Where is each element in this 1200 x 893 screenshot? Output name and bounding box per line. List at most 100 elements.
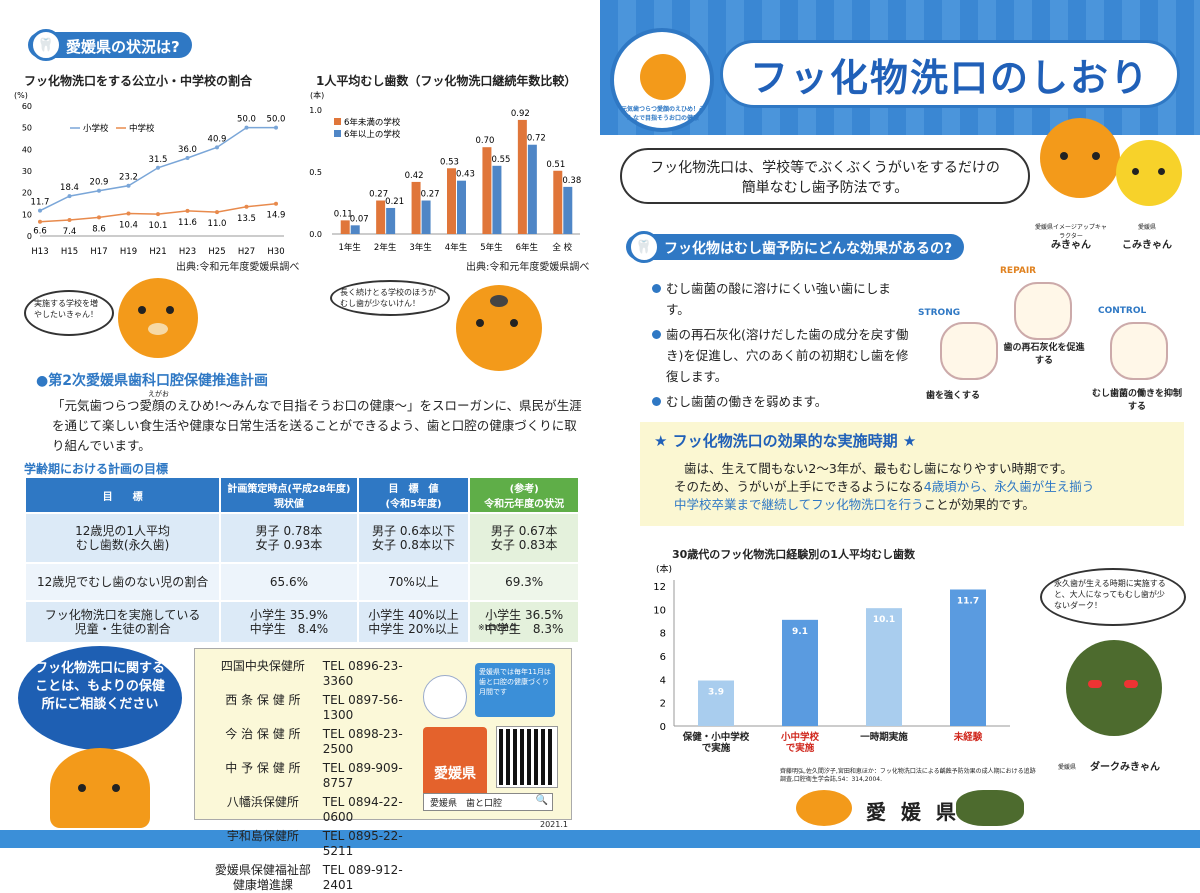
- timing-line2: そのため、うがいが上手にできるようになる4歳頃から、永久歯が生え揃う: [674, 476, 1094, 495]
- table-cell: 男子 0.78本 女子 0.93本: [219, 512, 359, 564]
- chart1-xtick: H13: [31, 247, 48, 257]
- chart1-point: [97, 188, 101, 193]
- chart2-bar: [376, 200, 386, 234]
- chart3-bar: [698, 680, 734, 726]
- effect-title: フッ化物はむし歯予防にどんな効果があるの?: [626, 234, 965, 260]
- chart1-svg: (%) 0 10 20 30 40 50 60 H13 H15 H17 H19 H21 H23 H25 H27…: [14, 91, 285, 257]
- chart3-yunit: (本): [656, 563, 672, 575]
- intro-bubble: フッ化物洗口は、学校等でぶくぶくうがいをするだけの簡単なむし歯予防法です。: [620, 148, 1030, 204]
- chart3-ytick: 0: [660, 722, 666, 733]
- chart1-data-label: 36.0: [178, 145, 197, 155]
- chart2-bar: [482, 147, 492, 234]
- chart1-ytick: 40: [22, 145, 32, 154]
- chart1-point: [67, 194, 72, 199]
- badge-text: 元気歯つらつ愛顔のえひめ！みんなで目指そうお口の健康: [620, 106, 705, 122]
- chart2-bar: [447, 168, 456, 234]
- chart1-point: [97, 215, 101, 220]
- office-name: 愛媛県保健福祉部 健康増進課: [214, 863, 311, 892]
- office-name: 宇和島保健所: [226, 829, 299, 843]
- chart2-bar: [553, 170, 563, 234]
- table-header-cell: (参考) 令和元年度の状況: [468, 476, 580, 514]
- timing-text3b: ことが効果的です。: [923, 497, 1035, 512]
- timing-text1: 歯は、生えて間もない2～3年が、最もむし歯になりやすい時期です。: [684, 461, 1073, 476]
- chart1-point: [185, 208, 190, 213]
- bullet-dot: [652, 330, 661, 339]
- chart2-xtick: 2年生: [374, 242, 397, 253]
- table-row: 12歳児でむし歯のない児の割合 65.6% 70%以上 69.3%: [23, 562, 580, 602]
- chart2-data-label: 0.42: [405, 171, 424, 181]
- chart1-xtick: H30: [267, 247, 284, 257]
- chart2-bar: [457, 180, 466, 234]
- search-icon: 🔍: [535, 795, 548, 806]
- bottom-bar: [0, 830, 1200, 848]
- chart1-source: 出典:令和元年度愛媛県調べ: [176, 262, 300, 273]
- office-row: 愛媛県保健福祉部 健康増進課 TEL 089-912-2401: [209, 863, 429, 893]
- chart1-ytick: 60: [22, 102, 32, 111]
- dark-label-small: 愛媛県: [1058, 764, 1077, 771]
- table-note: ※H30時点: [478, 623, 517, 632]
- table-cell: 男子 0.6本以下 女子 0.8本以下: [356, 512, 471, 564]
- office-row: 中 予 保 健 所 TEL 089-909-8757: [209, 761, 429, 791]
- section1-header: 愛媛県の状況は? 🦷: [28, 29, 192, 61]
- chart1-data-label: 6.6: [33, 227, 47, 237]
- footer-logo: 愛 媛 県: [866, 800, 960, 824]
- title-banner: フッ化物洗口のしおり: [720, 40, 1180, 108]
- effect-text: むし歯菌の酸に溶けにくい強い歯にします。: [666, 281, 891, 317]
- strong-tooth-icon: [940, 322, 998, 380]
- chart3-source: 齊藤明弘,佐久間汐子,宮田和恵ほか：フッ化物洗口法による齲蝕予防効果の成人期にお…: [780, 768, 1036, 783]
- control-caption: むし歯菌の働きを抑制する: [1092, 389, 1183, 412]
- chart2-legend-swatch: [334, 118, 341, 125]
- chart2-ytick: 1.0: [309, 106, 322, 115]
- office-tel: TEL 089-912-2401: [322, 863, 403, 892]
- chart3-data-label: 10.1: [873, 615, 895, 625]
- bubble-long-term: 長く続けとる学校のほうがむし歯が少ないけん！: [330, 280, 450, 316]
- office-tel: TEL 0898-23-2500: [322, 727, 403, 756]
- table-cell: 69.3%: [468, 562, 580, 602]
- plan-text: 「元気歯つらつ愛顔のえひめ!～みんなで目指そうお口の健康～」をスローガンに、県民…: [52, 398, 582, 453]
- mikyan-bottom: [50, 748, 150, 828]
- chart3-ytick: 6: [660, 652, 666, 663]
- chart1-ytick: 10: [22, 210, 32, 219]
- chart3-ytick: 2: [660, 699, 666, 710]
- table-cell: 小学生 35.9% 中学生 8.4%: [219, 600, 359, 644]
- search-box[interactable]: 愛媛県 歯と口腔 🔍: [423, 793, 553, 811]
- november-note: 愛媛県では毎年11月は歯と口腔の健康づくり月間です: [475, 663, 555, 717]
- office-row: 宇和島保健所 TEL 0895-22-5211: [209, 829, 429, 859]
- chart2-legend-label: 6年以上の学校: [344, 129, 401, 140]
- chart2-data-label: 0.27: [421, 190, 440, 200]
- chart2-data-label: 0.92: [511, 109, 530, 119]
- office-row: 八幡浜保健所 TEL 0894-22-0600: [209, 795, 429, 825]
- table-header-cell: 計画策定時点(平成28年度) 現状値: [219, 476, 359, 514]
- chart1-point: [274, 125, 278, 130]
- chart1-xtick: H25: [208, 247, 225, 257]
- goal-table: 目 標計画策定時点(平成28年度) 現状値目 標 値 (令和5年度) (参考) 令…: [23, 476, 580, 644]
- chart1-point: [244, 125, 249, 130]
- mikyan-character: [118, 278, 198, 358]
- chart3-title: 30歳代のフッ化物洗口経験別の1人平均むし歯数: [672, 548, 915, 561]
- chart1-yunit: (%): [14, 91, 28, 100]
- table-row: フッ化物洗口を実施している 児童・生徒の割合 小学生 35.9% 中学生 8.4%…: [23, 600, 580, 644]
- chart3-ytick: 4: [660, 675, 666, 686]
- strong-caption: 歯を強くする: [926, 391, 981, 401]
- qr-code[interactable]: [496, 726, 558, 788]
- table-cell: 70%以上: [356, 562, 471, 602]
- chart2-data-label: 0.38: [562, 176, 581, 186]
- chart2-xtick: 5年生: [480, 242, 503, 253]
- chart1-data-label: 23.2: [119, 173, 138, 183]
- footer-dark-mikyan: [956, 790, 1024, 826]
- chart2-xtick: 6年生: [516, 242, 539, 253]
- chart2-yunit: (本): [310, 90, 324, 100]
- search-text: 愛媛県 歯と口腔: [430, 799, 503, 809]
- chart1-data-label: 10.4: [119, 220, 138, 230]
- repair-tooth-icon: [1014, 282, 1072, 340]
- bubble-dark: 永久歯が生える時期に実施すると、大人になってもむし歯が少ないダーク！: [1040, 568, 1186, 626]
- chart1-xtick: H15: [61, 247, 78, 257]
- chart1-ytick: 50: [22, 124, 32, 133]
- chart2-bar: [527, 144, 537, 234]
- office-name: 八幡浜保健所: [226, 795, 299, 809]
- office-list-box: 四国中央保健所 TEL 0896-23-3360 西 条 保 健 所 TEL 0897…: [194, 648, 572, 892]
- chart1-legend-label: 中学校: [129, 123, 155, 134]
- table-header-row: 目 標計画策定時点(平成28年度) 現状値目 標 値 (令和5年度) (参考) 令…: [23, 476, 580, 514]
- chart2-bar: [517, 119, 527, 234]
- chart2-bar: [340, 220, 350, 234]
